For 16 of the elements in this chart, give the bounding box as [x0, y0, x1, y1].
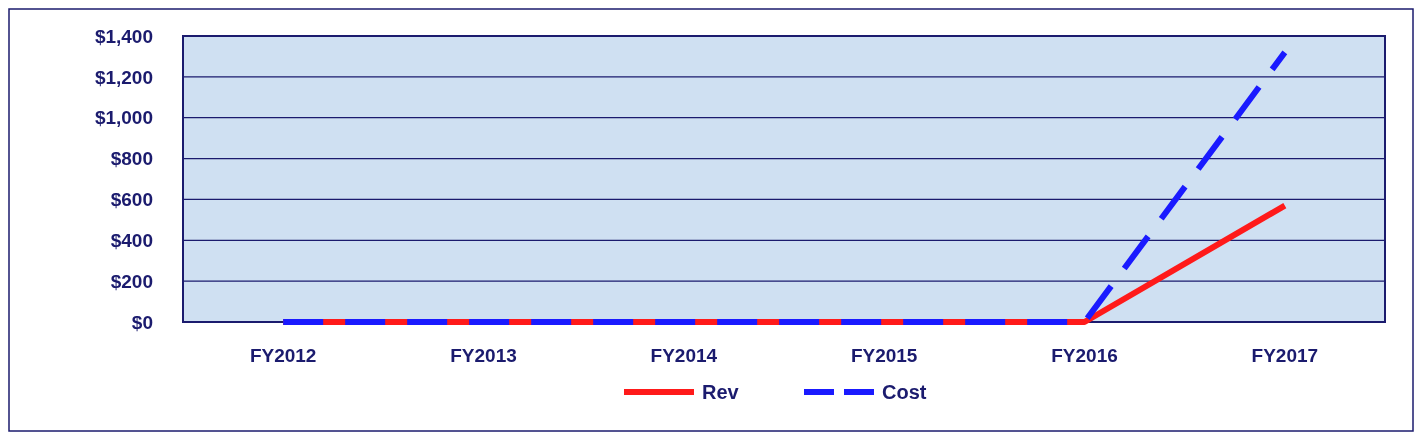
legend-label: Cost [882, 381, 927, 403]
x-tick-label: FY2017 [1251, 345, 1319, 366]
legend-label: Rev [702, 381, 740, 403]
x-tick-label: FY2012 [249, 345, 317, 366]
y-tick-label: $600 [110, 189, 153, 211]
y-tick-label: $0 [131, 311, 153, 333]
x-tick-label: FY2014 [650, 345, 718, 366]
y-tick-label: $400 [110, 229, 153, 251]
y-tick-label: $200 [110, 270, 153, 292]
x-tick-label: FY2015 [850, 345, 918, 366]
y-tick-label: $800 [110, 148, 153, 170]
x-tick-label: FY2013 [450, 345, 517, 366]
x-tick-label: FY2016 [1051, 345, 1118, 366]
y-tick-label: $1,400 [94, 25, 153, 47]
y-tick-label: $1,200 [94, 66, 153, 88]
y-tick-label: $1,000 [94, 107, 153, 129]
